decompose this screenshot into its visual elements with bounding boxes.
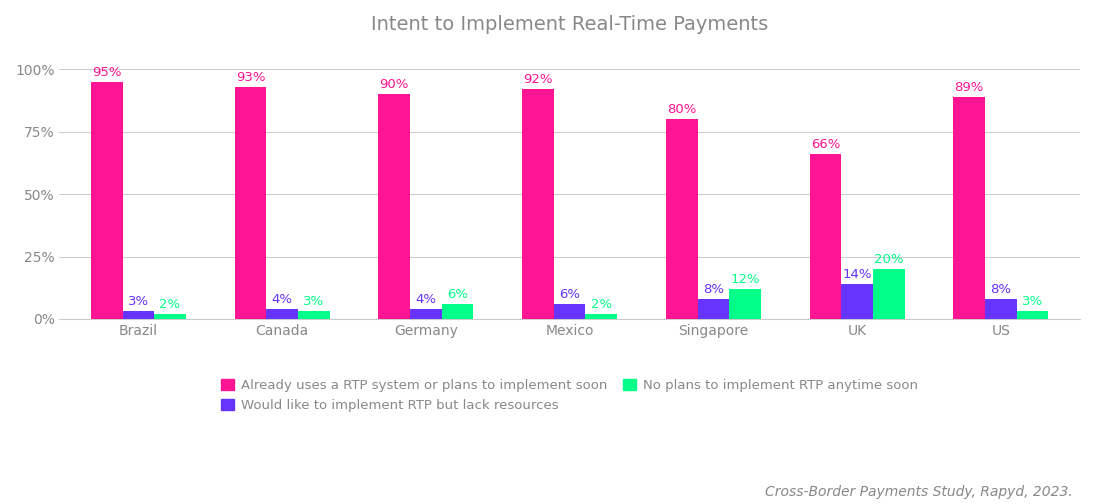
- Bar: [234, 87, 266, 319]
- Text: 12%: 12%: [730, 273, 760, 286]
- Bar: [954, 97, 986, 319]
- Text: 20%: 20%: [874, 253, 903, 266]
- Text: 6%: 6%: [447, 288, 468, 301]
- Text: 90%: 90%: [380, 78, 410, 91]
- Bar: [554, 304, 586, 319]
- Bar: [729, 289, 761, 319]
- Bar: [873, 269, 904, 319]
- Legend: Already uses a RTP system or plans to implement soon, Would like to implement RT: Already uses a RTP system or plans to im…: [216, 374, 923, 417]
- Text: 4%: 4%: [272, 293, 292, 306]
- Bar: [841, 284, 873, 319]
- Text: 95%: 95%: [92, 66, 122, 79]
- Bar: [91, 82, 123, 319]
- Text: 3%: 3%: [128, 295, 149, 308]
- Bar: [666, 119, 698, 319]
- Bar: [441, 304, 473, 319]
- Bar: [379, 94, 411, 319]
- Title: Intent to Implement Real-Time Payments: Intent to Implement Real-Time Payments: [371, 15, 769, 34]
- Text: 89%: 89%: [955, 81, 984, 94]
- Bar: [586, 314, 618, 319]
- Text: 3%: 3%: [1022, 295, 1044, 308]
- Text: 4%: 4%: [415, 293, 437, 306]
- Bar: [1017, 311, 1048, 319]
- Text: Cross-Border Payments Study, Rapyd, 2023.: Cross-Border Payments Study, Rapyd, 2023…: [765, 485, 1073, 499]
- Text: 66%: 66%: [811, 138, 840, 151]
- Bar: [986, 299, 1017, 319]
- Bar: [522, 89, 554, 319]
- Bar: [266, 309, 298, 319]
- Bar: [298, 311, 330, 319]
- Text: 8%: 8%: [991, 283, 1012, 296]
- Bar: [809, 154, 841, 319]
- Text: 6%: 6%: [560, 288, 580, 301]
- Text: 3%: 3%: [303, 295, 324, 308]
- Text: 8%: 8%: [703, 283, 724, 296]
- Bar: [123, 311, 154, 319]
- Text: 2%: 2%: [160, 298, 181, 311]
- Text: 14%: 14%: [842, 268, 872, 281]
- Bar: [698, 299, 729, 319]
- Text: 2%: 2%: [590, 298, 612, 311]
- Text: 92%: 92%: [523, 74, 553, 86]
- Text: 93%: 93%: [235, 71, 265, 84]
- Bar: [154, 314, 186, 319]
- Bar: [411, 309, 441, 319]
- Text: 80%: 80%: [667, 103, 696, 116]
